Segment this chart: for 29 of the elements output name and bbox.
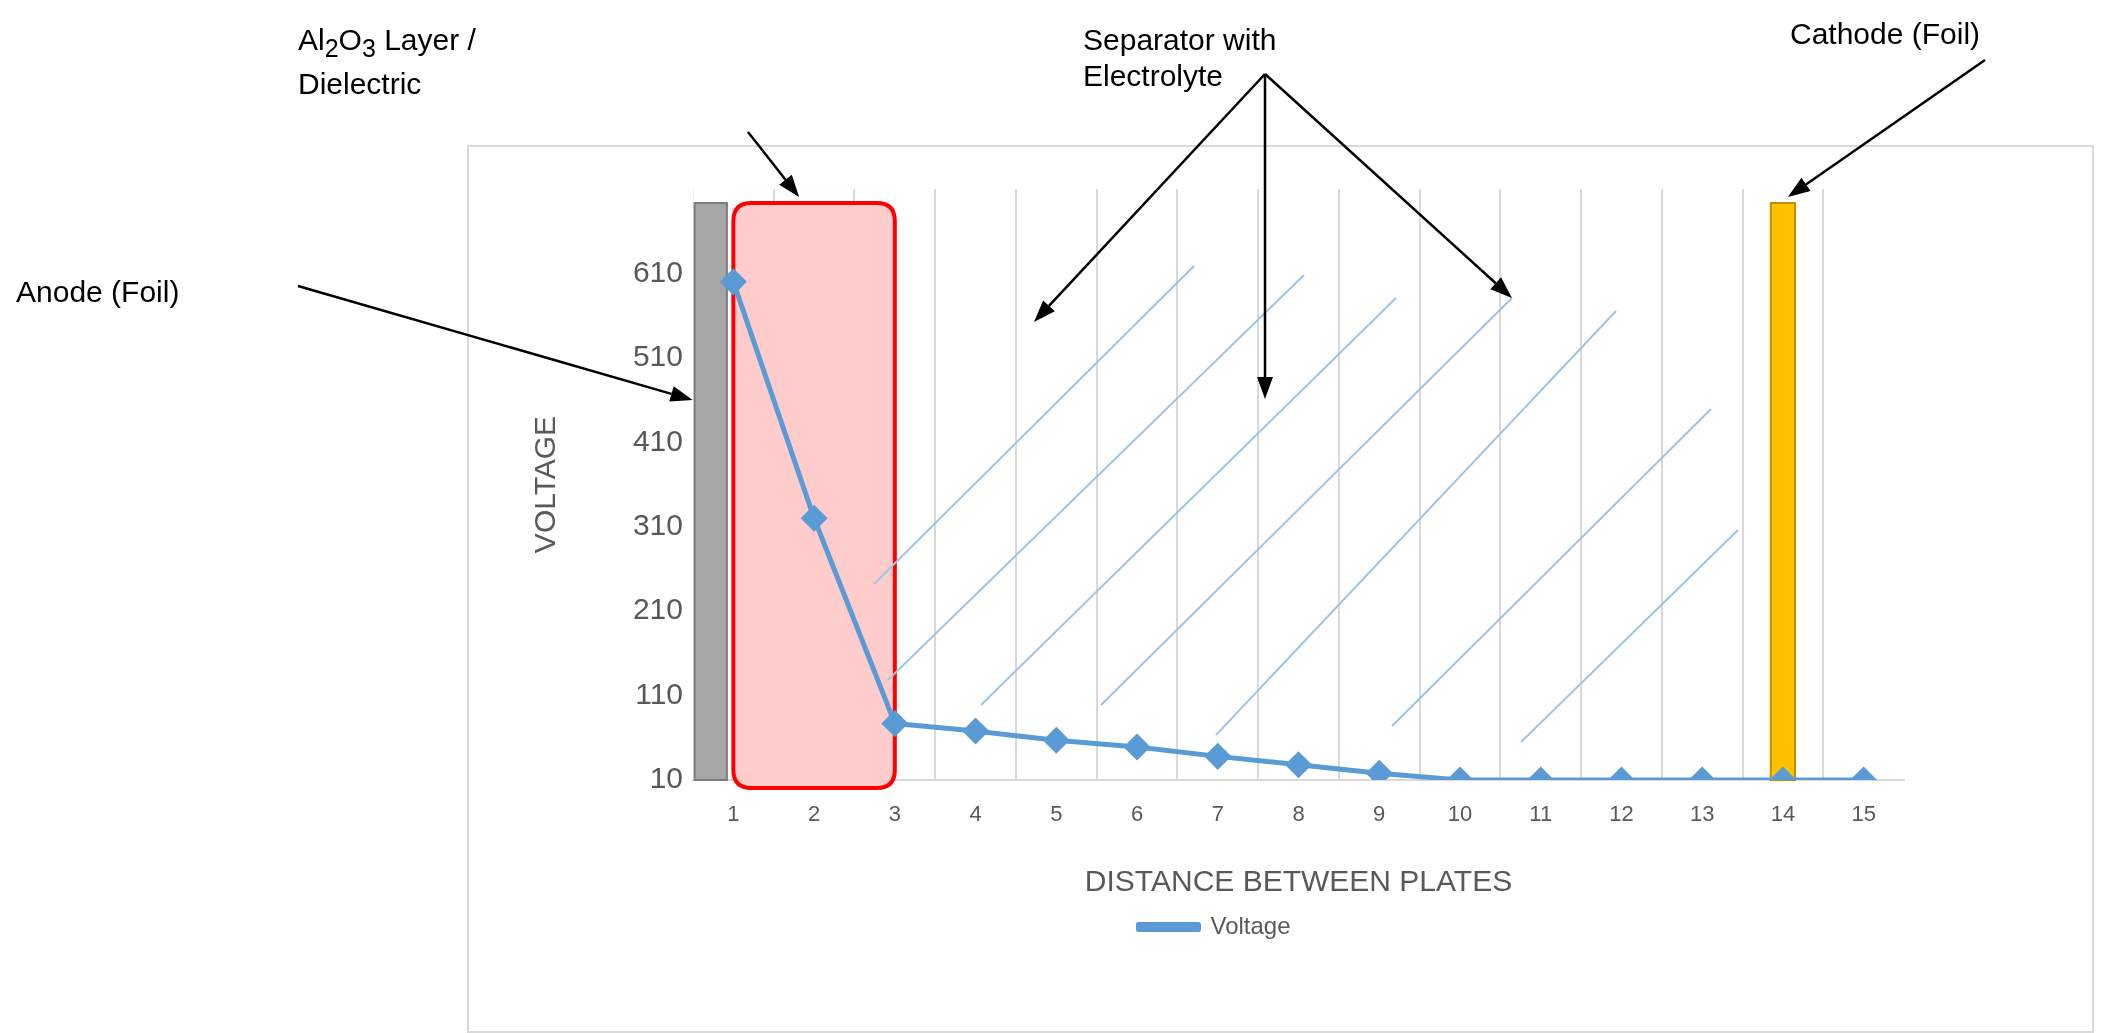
x-tick-label: 13 [1689, 801, 1715, 827]
x-tick-label: 10 [1447, 801, 1473, 827]
y-tick-label: 410 [632, 423, 683, 457]
x-tick-label: 2 [807, 801, 821, 827]
x-tick-label: 15 [1851, 801, 1876, 827]
x-axis-title: DISTANCE BETWEEN PLATES [1084, 864, 1513, 898]
x-tick-label: 11 [1529, 801, 1553, 827]
x-tick-label: 3 [888, 801, 901, 827]
x-tick-label: 1 [727, 801, 740, 827]
y-tick-label: 210 [632, 592, 683, 626]
x-tick-label: 7 [1211, 801, 1224, 827]
y-tick-label: 110 [635, 676, 683, 710]
y-tick-label: 310 [632, 507, 683, 541]
text: Cathode (Foil) [1790, 16, 1982, 52]
x-tick-label: 9 [1373, 801, 1386, 827]
legend-label: Voltage [1210, 911, 1291, 939]
text: Anode (Foil) [16, 274, 181, 310]
text: Separator with Electrolyte [1083, 22, 1278, 94]
text: Al$_{2}$O$_{3}$ Layer / Dielectric [298, 22, 477, 102]
x-tick-label: 12 [1609, 801, 1634, 827]
x-tick-label: 6 [1130, 801, 1144, 827]
x-tick-label: 14 [1770, 801, 1796, 827]
y-tick-label: 510 [632, 339, 683, 373]
y-tick-label: 610 [632, 254, 683, 288]
y-axis-title: VOLTAGE [528, 415, 562, 554]
y-tick-label: 10 [649, 761, 683, 795]
x-tick-label: 8 [1292, 801, 1305, 827]
x-tick-label: 4 [969, 801, 982, 827]
x-tick-label: 5 [1050, 801, 1063, 827]
